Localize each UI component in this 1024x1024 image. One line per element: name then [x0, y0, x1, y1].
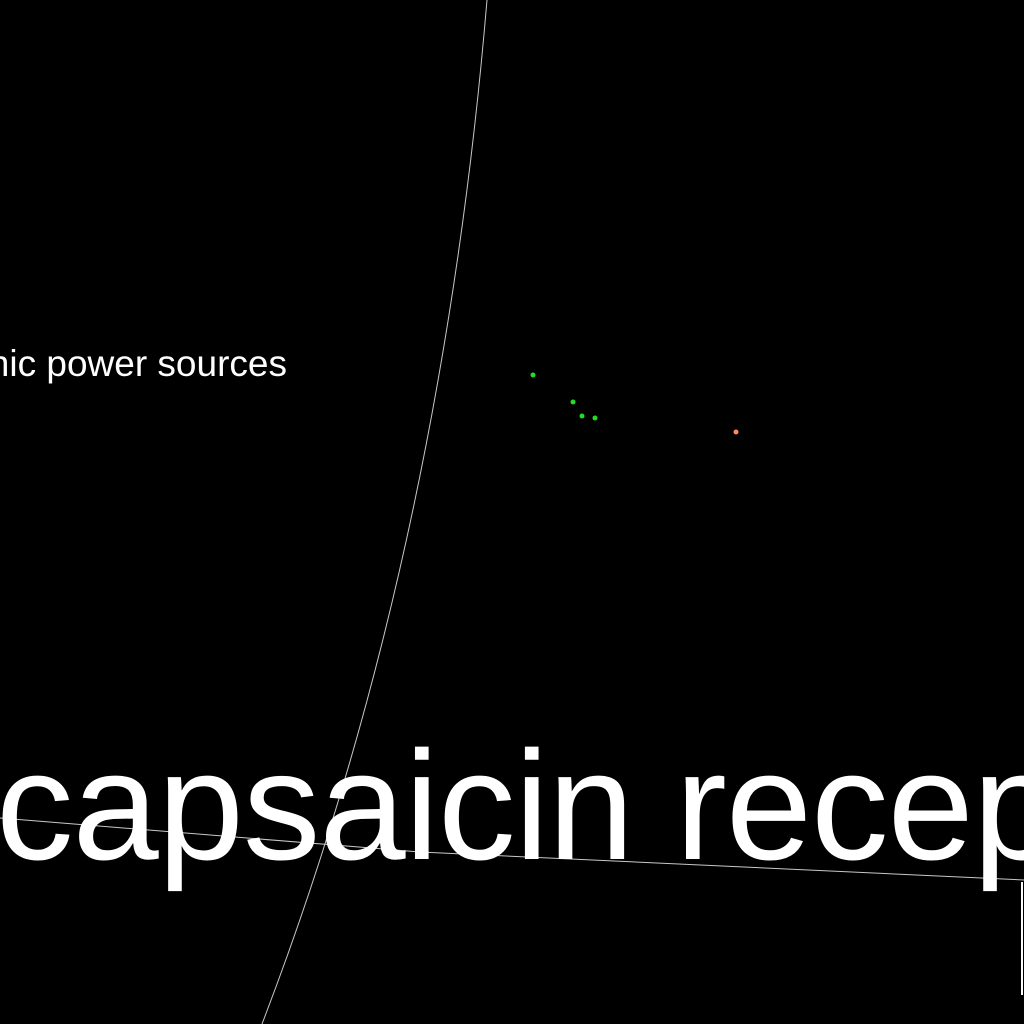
orange-marker[interactable]: [733, 429, 739, 435]
green-marker-2[interactable]: [570, 399, 576, 405]
region-label-small: ionic power sources: [0, 343, 287, 384]
green-marker-1[interactable]: [530, 372, 536, 378]
boundary-line: [261, 0, 488, 1024]
green-marker-3[interactable]: [579, 413, 585, 419]
green-marker-4[interactable]: [592, 415, 598, 421]
region-label-large: capsaicin recep: [0, 719, 1024, 892]
boundary-line-horizontal: [0, 817, 1024, 881]
marker-group: [530, 372, 739, 435]
